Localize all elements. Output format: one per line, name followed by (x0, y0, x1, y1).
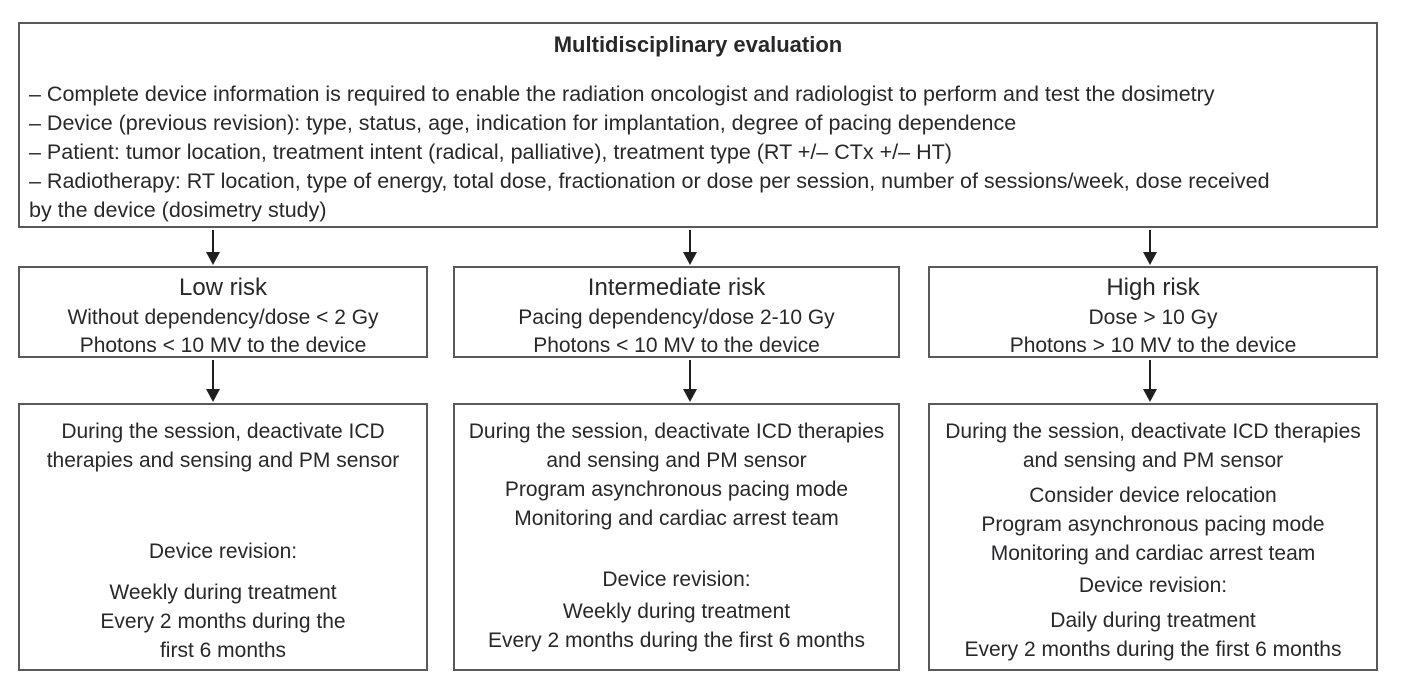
risk-criteria-list: Without dependency/dose < 2 Gy Photons < … (20, 304, 426, 360)
device-revision-schedule: Weekly during treatment Every 2 months du… (20, 578, 426, 665)
intermediate-risk-box: Intermediate risk Pacing dependency/dose… (453, 266, 900, 358)
arrow-head (683, 389, 697, 402)
arrow-shaft (689, 360, 691, 391)
revision-schedule-line: Every 2 months during the (100, 610, 346, 633)
evaluation-item: – Device (previous revision): type, stat… (29, 111, 1017, 135)
revision-schedule-line: first 6 months (159, 639, 287, 662)
risk-criterion: Photons < 10 MV to the device (79, 334, 367, 357)
management-action: Monitoring and cardiac arrest team (990, 542, 1316, 565)
device-revision-label: Device revision: (1078, 574, 1228, 597)
evaluation-title: Multidisciplinary evaluation (553, 32, 843, 57)
risk-title: Low risk (178, 274, 268, 301)
risk-criteria-list: Pacing dependency/dose 2-10 Gy Photons < … (455, 304, 898, 360)
management-extra-actions: Consider device relocation Program asynch… (930, 481, 1376, 568)
revision-schedule-line: Weekly during treatment (109, 581, 337, 604)
device-revision-label: Device revision: (148, 540, 298, 563)
device-revision-label: Device revision: (602, 568, 751, 591)
revision-schedule-line: Weekly during treatment (562, 600, 791, 623)
arrow-shaft (212, 230, 214, 254)
management-primary-action: During the session, deactivate ICD thera… (468, 420, 885, 472)
risk-criterion: Photons > 10 MV to the device (1009, 334, 1297, 357)
arrow-head (683, 252, 697, 265)
arrow-shaft (689, 230, 691, 254)
risk-criterion: Pacing dependency/dose 2-10 Gy (518, 306, 835, 329)
revision-schedule-line: Daily during treatment (1050, 609, 1256, 632)
risk-criterion: Dose > 10 Gy (1088, 306, 1218, 329)
management-action: Program asynchronous pacing mode (504, 478, 849, 501)
high-risk-box: High risk Dose > 10 Gy Photons > 10 MV to… (928, 266, 1378, 358)
intermediate-risk-management-box: During the session, deactivate ICD thera… (453, 403, 900, 671)
management-action: Consider device relocation (1029, 484, 1277, 507)
risk-title: Intermediate risk (587, 274, 766, 301)
evaluation-item-list: – Complete device information is require… (20, 80, 1376, 225)
arrow-shaft (212, 360, 214, 391)
device-revision-schedule: Weekly during treatment Every 2 months du… (455, 597, 898, 655)
management-action: Program asynchronous pacing mode (981, 513, 1325, 536)
arrow-head (1143, 252, 1157, 265)
low-risk-management-box: During the session, deactivate ICD thera… (18, 403, 428, 671)
management-primary-action: During the session, deactivate ICD thera… (46, 420, 400, 472)
arrow-head (206, 252, 220, 265)
arrow-shaft (1149, 360, 1151, 391)
evaluation-item: – Complete device information is require… (29, 82, 1215, 106)
arrow-shaft (1149, 230, 1151, 254)
device-revision-schedule: Daily during treatment Every 2 months dur… (930, 606, 1376, 664)
low-risk-box: Low risk Without dependency/dose < 2 Gy P… (18, 266, 428, 358)
multidisciplinary-evaluation-box: Multidisciplinary evaluation – Complete … (18, 22, 1378, 228)
arrow-head (1143, 389, 1157, 402)
management-action: Monitoring and cardiac arrest team (514, 507, 839, 530)
arrow-head (206, 389, 220, 402)
evaluation-item: – Patient: tumor location, treatment int… (29, 140, 952, 164)
risk-title: High risk (1106, 274, 1200, 301)
management-extra-actions: Program asynchronous pacing mode Monitori… (455, 475, 898, 533)
evaluation-item: – Radiotherapy: RT location, type of ene… (29, 169, 1270, 222)
management-primary-action: During the session, deactivate ICD thera… (945, 420, 1361, 472)
risk-criterion: Photons < 10 MV to the device (533, 334, 820, 357)
revision-schedule-line: Every 2 months during the first 6 months (964, 638, 1342, 661)
risk-criteria-list: Dose > 10 Gy Photons > 10 MV to the devic… (930, 304, 1376, 360)
revision-schedule-line: Every 2 months during the first 6 months (487, 629, 865, 652)
risk-criterion: Without dependency/dose < 2 Gy (67, 306, 379, 329)
high-risk-management-box: During the session, deactivate ICD thera… (928, 403, 1378, 671)
